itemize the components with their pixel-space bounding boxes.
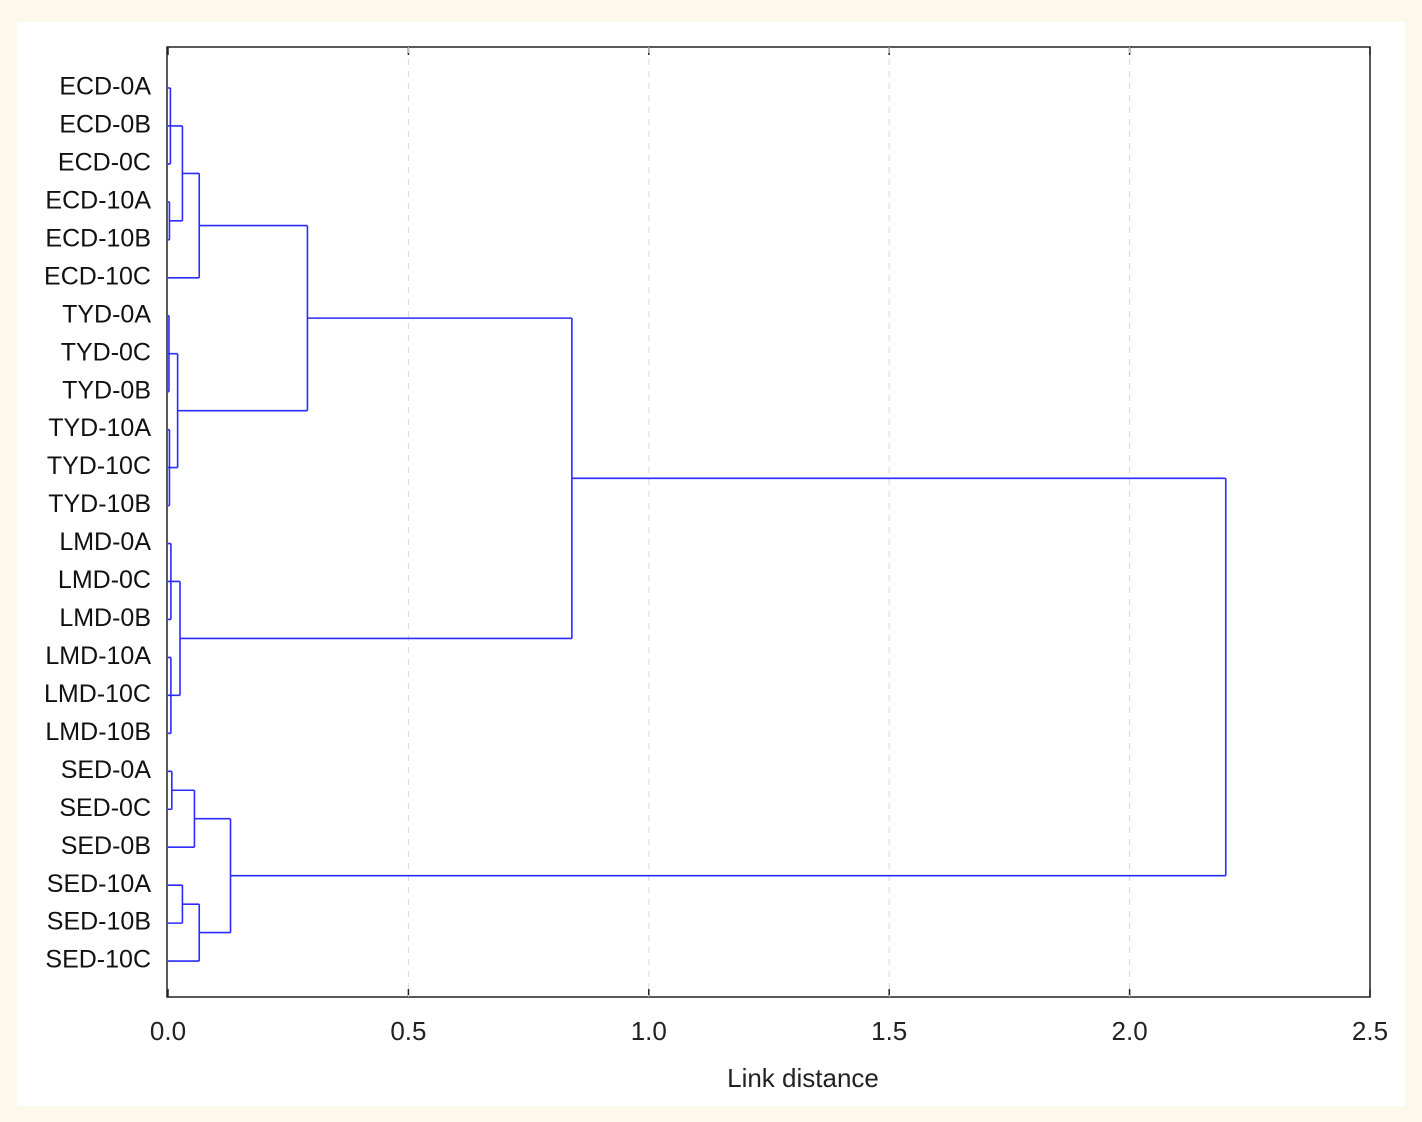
leaf-label: ECD-10A [45,186,151,214]
leaf-label: LMD-10A [45,642,151,670]
x-tick-label: 2.0 [1112,1016,1148,1046]
dendrogram-link [168,656,172,735]
plot-frame [166,46,1371,998]
x-axis-label: Link distance [727,1063,879,1093]
leaf-label: ECD-10B [45,224,151,252]
leaf-label: SED-10C [45,946,151,974]
x-tick-label: 1.5 [871,1016,907,1046]
dendrogram-link [168,201,171,241]
leaf-label: TYD-0C [61,338,151,366]
leaf-label: TYD-10C [47,452,151,480]
leaf-label: SED-10A [47,870,152,898]
dendrogram-link [168,314,170,393]
x-tick-label: 0.0 [150,1016,186,1046]
leaf-label: ECD-0B [59,111,151,139]
leaf-label: LMD-0C [58,566,151,594]
leaf-label: ECD-10C [44,262,151,290]
leaf-label: LMD-10C [44,680,151,708]
leaf-label: LMD-0B [59,604,151,632]
dendrogram-link [230,477,1227,877]
dendrogram-link [168,87,172,165]
dendrogram-link [168,770,173,811]
leaf-label: TYD-0B [62,376,151,404]
dendrogram-link [168,428,171,507]
dendrogram-link [168,542,172,621]
panel [17,22,1405,1106]
leaf-label: SED-0A [61,756,152,784]
leaf-label: LMD-0A [59,528,151,556]
leaf-label: LMD-10B [45,718,151,746]
leaf-label: TYD-10A [48,414,151,442]
leaf-label: TYD-10B [48,490,151,518]
x-tick-label: 1.0 [631,1016,667,1046]
leaf-label: ECD-0C [58,149,151,177]
leaf-label: SED-10B [47,908,151,936]
leaf-label: SED-0B [61,832,151,860]
x-tick-label: 2.5 [1352,1016,1388,1046]
leaf-label: TYD-0A [62,300,151,328]
leaf-label: SED-0C [59,794,151,822]
x-tick-label: 0.5 [390,1016,426,1046]
leaf-label: ECD-0A [59,73,151,101]
